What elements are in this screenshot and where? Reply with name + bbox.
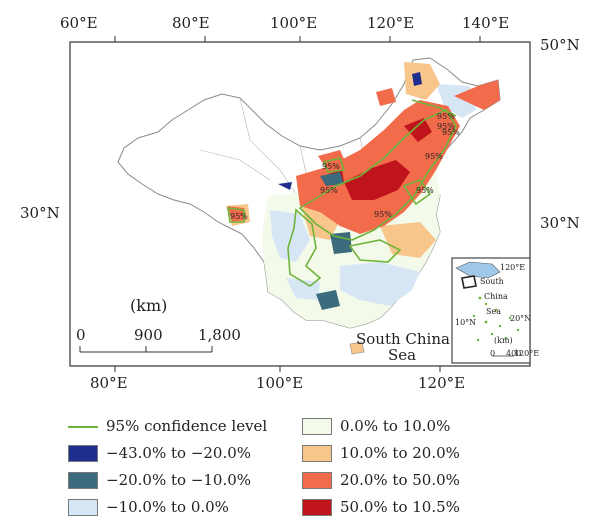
contour-label: 95% xyxy=(425,152,443,161)
scs-inset xyxy=(451,257,531,364)
scale-tick-1800: 1,800 xyxy=(198,326,241,344)
lon-top-100: 100°E xyxy=(270,14,318,32)
legend-label: −10.0% to 0.0% xyxy=(106,498,229,516)
inset-scale-tick-0: 0 xyxy=(490,349,496,358)
inset-lon-bottom: 120°E xyxy=(514,349,540,358)
map-svg xyxy=(69,36,531,372)
contour-label: 95% xyxy=(442,128,460,137)
scale-unit: (km) xyxy=(130,296,168,315)
change-regions xyxy=(226,62,500,328)
legend-item: −43.0% to −20.0% xyxy=(68,444,298,464)
legend-item: 10.0% to 20.0% xyxy=(302,444,502,464)
confidence-contours xyxy=(227,99,457,287)
legend-item: 0.0% to 10.0% xyxy=(302,417,502,437)
scale-bar xyxy=(79,346,213,353)
frame-ticks xyxy=(114,36,481,372)
inset-side-20n: 20°N xyxy=(510,314,532,323)
legend-label: −43.0% to −20.0% xyxy=(106,444,252,462)
contour-label: 95% xyxy=(437,112,455,121)
legend-label: 20.0% to 50.0% xyxy=(340,471,460,489)
sea-label-line1: South China xyxy=(356,330,450,348)
legend-swatch xyxy=(302,472,332,489)
hainan-island xyxy=(349,341,365,355)
lat-left-30: 30°N xyxy=(20,204,60,222)
legend-swatch xyxy=(302,445,332,462)
lat-right-30: 30°N xyxy=(540,214,580,232)
legend: 95% confidence level −43.0% to −20.0% −2… xyxy=(68,417,538,527)
map-figure: 60°E 80°E 100°E 120°E 140°E 80°E 100°E 1… xyxy=(20,14,580,392)
contour-label: 95% xyxy=(437,122,455,131)
sea-label-line2: Sea xyxy=(388,346,417,364)
inset-text-sea: Sea xyxy=(486,307,501,316)
legend-label: −20.0% to −10.0% xyxy=(106,471,252,489)
legend-item: 50.0% to 10.5% xyxy=(302,498,502,518)
lon-bottom-120: 120°E xyxy=(418,374,466,392)
legend-label: 0.0% to 10.0% xyxy=(340,417,451,435)
inset-islands xyxy=(472,296,520,342)
contour-label: 95% xyxy=(416,186,434,195)
lon-top-140: 140°E xyxy=(462,14,510,32)
inset-text-china: China xyxy=(484,292,508,301)
legend-item-confidence: 95% confidence level xyxy=(68,417,298,437)
lon-top-120: 120°E xyxy=(367,14,415,32)
legend-label: 95% confidence level xyxy=(106,417,268,435)
contour-label: 95% xyxy=(230,212,248,221)
inset-side-10n: 10°N xyxy=(455,318,477,327)
legend-label: 10.0% to 20.0% xyxy=(340,444,460,462)
legend-swatch xyxy=(68,472,98,489)
legend-item: 20.0% to 50.0% xyxy=(302,471,502,491)
legend-swatch xyxy=(302,499,332,516)
lat-right-50: 50°N xyxy=(540,36,580,54)
lon-bottom-100: 100°E xyxy=(256,374,304,392)
lon-top-80: 80°E xyxy=(172,14,210,32)
legend-line xyxy=(68,426,98,428)
scale-tick-900: 900 xyxy=(134,326,163,344)
lon-top-60: 60°E xyxy=(60,14,98,32)
inset-text-south: South xyxy=(480,277,504,286)
scale-tick-0: 0 xyxy=(76,326,86,344)
legend-item: −10.0% to 0.0% xyxy=(68,498,298,518)
legend-item: −20.0% to −10.0% xyxy=(68,471,298,491)
contour-label: 95% xyxy=(320,186,338,195)
contour-label: 95% xyxy=(374,210,392,219)
contour-label: 95% xyxy=(322,162,340,171)
legend-swatch xyxy=(302,418,332,435)
legend-swatch xyxy=(68,499,98,516)
inset-lon-top: 120°E xyxy=(500,263,526,272)
legend-label: 50.0% to 10.5% xyxy=(340,498,460,516)
inset-scale-tick-400: 400 xyxy=(506,349,522,358)
inset-scale-unit: (km) xyxy=(494,336,513,345)
lon-bottom-80: 80°E xyxy=(90,374,128,392)
legend-swatch xyxy=(68,445,98,462)
